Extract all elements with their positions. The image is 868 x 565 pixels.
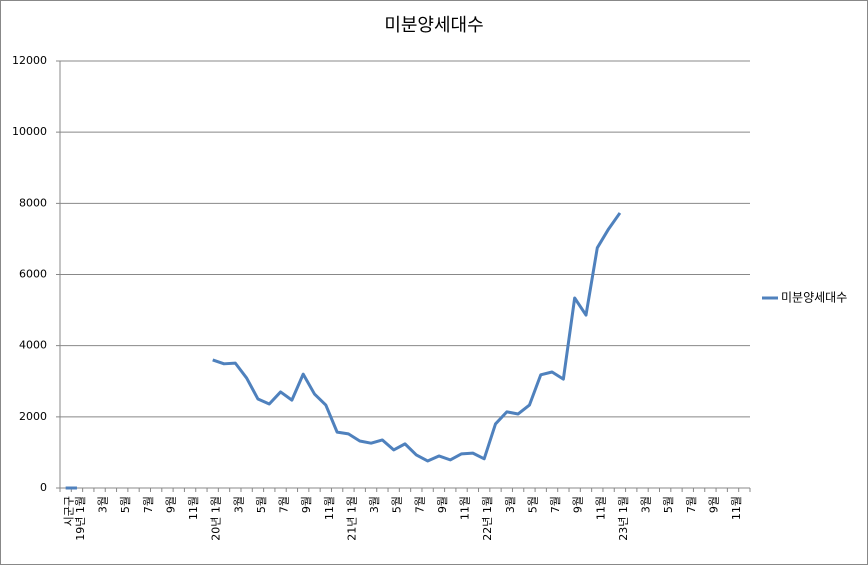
x-tick-label: 21년 1월	[345, 496, 358, 541]
y-tick-label: 12000	[12, 54, 47, 67]
x-tick-label: 3월	[368, 496, 381, 513]
x-tick-label: 9월	[436, 496, 449, 513]
x-tick-label: 3월	[504, 496, 517, 513]
x-tick-label: 7월	[685, 496, 698, 513]
x-tick-label: 9월	[164, 496, 177, 513]
y-tick-label: 4000	[19, 339, 47, 352]
y-tick-label: 6000	[19, 268, 47, 281]
x-tick-label: 20년 1월	[210, 496, 223, 541]
x-tick-label: 11월	[730, 496, 743, 520]
x-tick-label: 11월	[323, 496, 336, 520]
x-tick-label: 3월	[232, 496, 245, 513]
x-tick-label: 11월	[459, 496, 472, 520]
y-tick-label: 8000	[19, 196, 47, 209]
y-tick-label: 10000	[12, 125, 47, 138]
x-tick-label: 7월	[549, 496, 562, 513]
x-tick-label: 11월	[594, 496, 607, 520]
x-tick-label: 22년 1월	[481, 496, 494, 541]
data-line	[65, 212, 622, 490]
x-tick-label: 3월	[640, 496, 653, 513]
x-tick-label: 5월	[391, 496, 404, 513]
x-tick-label: 9월	[300, 496, 313, 513]
x-tick-label: 19년 1월	[74, 496, 87, 541]
x-tick-label: 11월	[187, 496, 200, 520]
x-tick-label: 5월	[119, 496, 132, 513]
legend-label: 미분양세대수	[781, 291, 847, 305]
x-tick-label: 9월	[572, 496, 585, 513]
x-tick-label: 7월	[142, 496, 155, 513]
x-tick-label: 5월	[526, 496, 539, 513]
x-tick-label: 5월	[255, 496, 268, 513]
x-tick-label: 시군구	[63, 496, 76, 526]
y-tick-label: 2000	[19, 410, 47, 423]
x-tick-label: 7월	[278, 496, 291, 513]
x-tick-label: 7월	[413, 496, 426, 513]
chart-title: 미분양세대수	[384, 15, 483, 36]
y-tick-label: 0	[40, 481, 47, 494]
x-tick-label: 23년 1월	[617, 496, 630, 541]
x-tick-label: 3월	[97, 496, 110, 513]
x-tick-label: 9월	[707, 496, 720, 513]
x-tick-label: 5월	[662, 496, 675, 513]
